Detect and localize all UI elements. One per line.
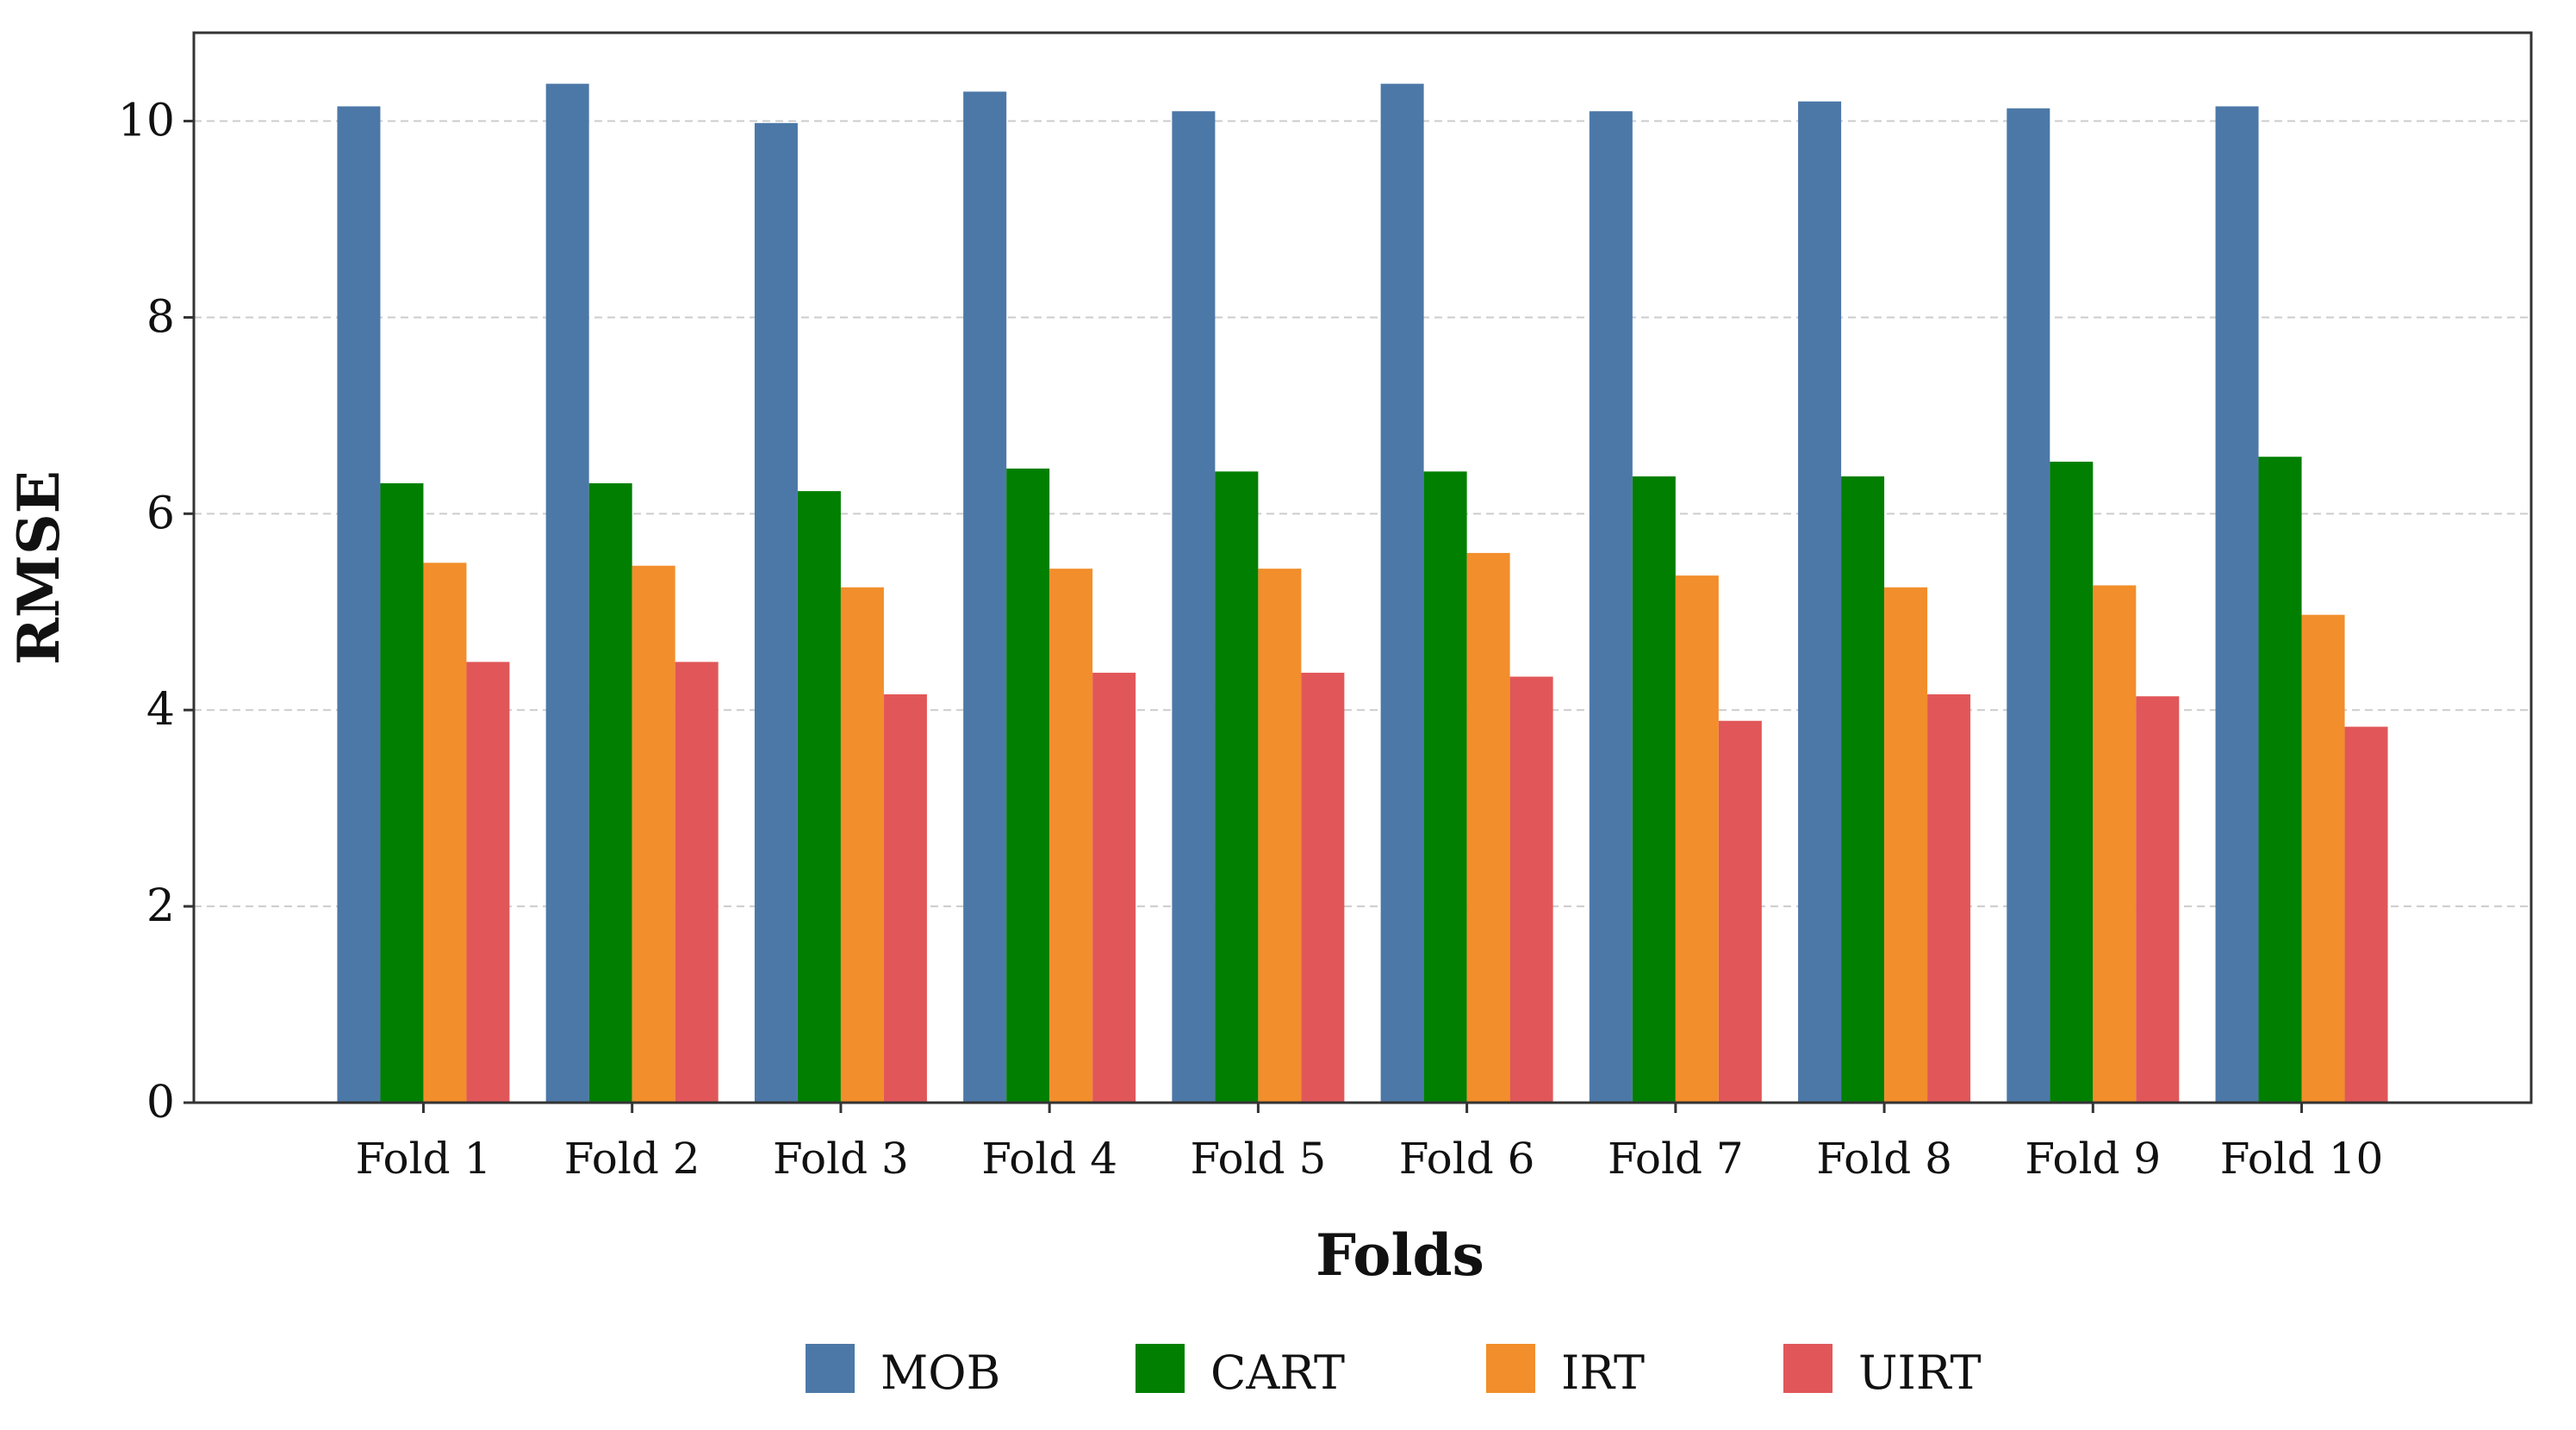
bar-cart-8 [1841, 476, 1885, 1103]
bar-irt-2 [632, 565, 675, 1103]
bar-mob-4 [963, 91, 1007, 1104]
x-axis-title: Folds [1316, 1222, 1484, 1289]
x-tick-label: Fold 9 [2025, 1134, 2161, 1184]
bar-mob-10 [2215, 106, 2259, 1103]
bar-irt-4 [1049, 569, 1093, 1103]
x-tick-label: Fold 3 [773, 1134, 909, 1184]
x-tick-label: Fold 1 [356, 1134, 492, 1184]
bar-mob-1 [337, 106, 381, 1103]
bar-uirt-8 [1927, 693, 1971, 1103]
bar-uirt-2 [675, 662, 719, 1103]
bar-irt-3 [840, 587, 884, 1103]
bar-uirt-9 [2136, 696, 2180, 1103]
bar-uirt-4 [1092, 672, 1136, 1103]
bar-cart-3 [797, 491, 841, 1103]
legend-swatch-irt [1486, 1344, 1535, 1393]
bar-cart-2 [588, 483, 632, 1103]
legend: MOB CART IRT UIRT [806, 1344, 1982, 1400]
x-tick-label: Fold 6 [1399, 1134, 1535, 1184]
bar-mob-7 [1589, 111, 1633, 1103]
y-tick-label: 8 [146, 291, 175, 343]
y-tick-label: 6 [146, 488, 175, 539]
bar-irt-6 [1466, 552, 1510, 1103]
plot-area-frame [192, 31, 2533, 1104]
x-tick-label: Fold 7 [1608, 1134, 1744, 1184]
bar-mob-3 [754, 122, 798, 1104]
bar-uirt-3 [883, 693, 927, 1103]
bar-irt-7 [1675, 575, 1719, 1103]
bar-mob-2 [545, 84, 589, 1104]
legend-label-uirt: UIRT [1858, 1346, 1982, 1400]
bar-cart-10 [2258, 457, 2302, 1103]
x-axis-ticks: Fold 1 Fold 2 Fold 3 Fold 4 Fold 5 Fold 6 Fold… [356, 1103, 2384, 1184]
bar-cart-4 [1006, 468, 1050, 1103]
bar-irt-9 [2093, 585, 2137, 1103]
bar-uirt-6 [1509, 676, 1553, 1103]
y-tick-label: 0 [146, 1077, 175, 1128]
y-tick-label: 10 [118, 96, 175, 147]
bar-uirt-7 [1718, 720, 1762, 1103]
legend-label-irt: IRT [1561, 1346, 1645, 1400]
bar-cart-6 [1423, 471, 1467, 1103]
y-tick-label: 4 [146, 684, 175, 736]
x-tick-label: Fold 2 [564, 1134, 700, 1184]
bar-mob-9 [2007, 108, 2050, 1103]
bar-irt-8 [1884, 587, 1928, 1103]
legend-swatch-cart [1136, 1344, 1185, 1393]
y-axis-title: RMSE [5, 470, 72, 665]
legend-label-mob: MOB [880, 1346, 1000, 1400]
bar-mob-8 [1798, 101, 1842, 1103]
bar-cart-5 [1215, 471, 1259, 1103]
bar-mob-6 [1380, 84, 1424, 1104]
x-tick-label: Fold 4 [981, 1134, 1117, 1184]
x-tick-label: Fold 10 [2220, 1134, 2384, 1184]
y-tick-label: 2 [146, 880, 175, 932]
bar-cart-9 [2050, 461, 2094, 1103]
bar-irt-10 [2301, 614, 2345, 1103]
y-axis-ticks: 0 2 4 6 8 10 [118, 96, 194, 1128]
legend-label-cart: CART [1210, 1346, 1345, 1400]
bar-uirt-10 [2344, 726, 2388, 1103]
bar-irt-5 [1258, 569, 1302, 1103]
bar-cart-1 [380, 483, 424, 1103]
bar-irt-1 [423, 563, 467, 1103]
legend-swatch-mob [806, 1344, 855, 1393]
bar-uirt-5 [1301, 672, 1345, 1103]
x-tick-label: Fold 8 [1816, 1134, 1952, 1184]
legend-swatch-uirt [1783, 1344, 1832, 1393]
bar-uirt-1 [466, 662, 510, 1103]
bar-mob-5 [1172, 111, 1216, 1103]
bars [337, 84, 2388, 1104]
x-tick-label: Fold 5 [1191, 1134, 1327, 1184]
bar-cart-7 [1632, 476, 1676, 1103]
